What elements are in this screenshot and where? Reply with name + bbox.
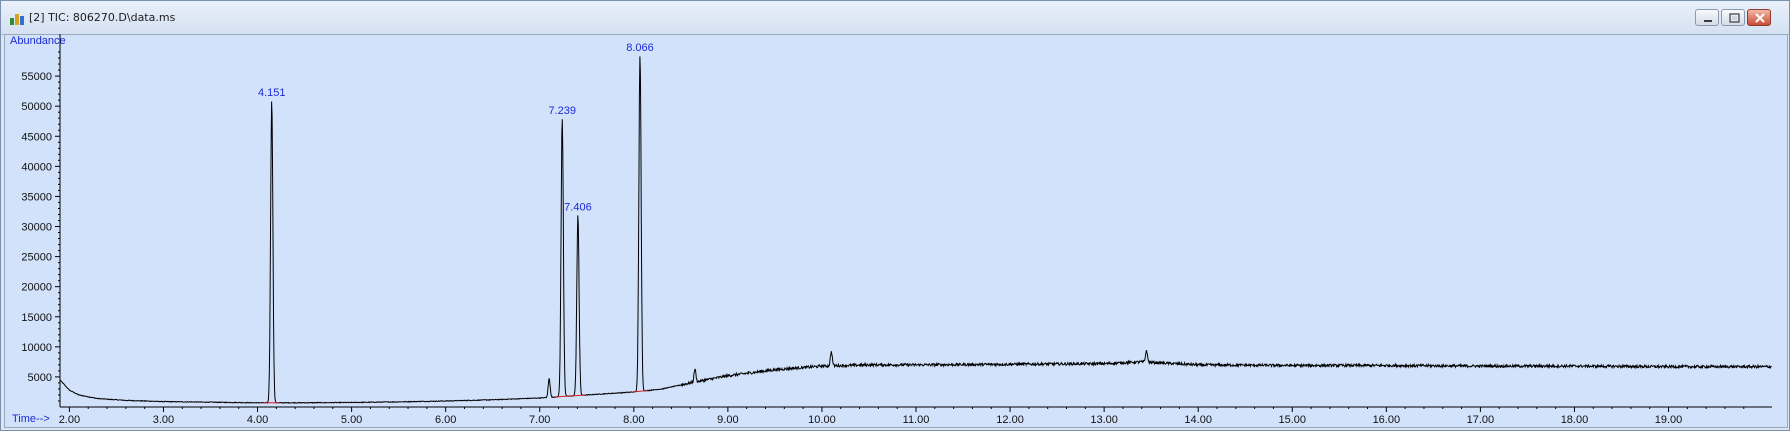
y-axis-ticks: 5000 10000 15000 20000 25000 30000 35000 40000 4… <box>21 51 60 402</box>
peak-label: 4.151 <box>258 87 286 99</box>
y-tick-label: 55000 <box>21 71 52 83</box>
y-axis-label: Abundance <box>10 35 66 47</box>
y-tick-label: 35000 <box>21 191 52 203</box>
tic-trace <box>59 56 1772 404</box>
minimize-button[interactable] <box>1695 9 1719 26</box>
peak-label: 8.066 <box>626 42 654 54</box>
y-tick-label: 15000 <box>21 312 52 324</box>
y-tick-label: 10000 <box>21 342 52 354</box>
title-bar[interactable]: [2] TIC: 806270.D\data.ms <box>1 1 1789 35</box>
x-tick-label: 12.00 <box>996 414 1024 426</box>
x-axis-ticks: 2.00 3.00 4.00 5.00 6.00 7.00 8.00 9.00 10.00 11.… <box>59 407 1745 426</box>
window-title: [2] TIC: 806270.D\data.ms <box>29 11 176 24</box>
x-tick-label: 5.00 <box>341 414 362 426</box>
y-tick-label: 25000 <box>21 252 52 264</box>
integration-baseline <box>632 389 648 393</box>
x-tick-label: 2.00 <box>59 414 80 426</box>
y-tick-label: 20000 <box>21 282 52 294</box>
minimize-icon <box>1704 20 1712 22</box>
x-tick-label: 17.00 <box>1467 414 1495 426</box>
close-icon <box>1755 13 1765 23</box>
y-tick-label: 45000 <box>21 131 52 143</box>
plot-area-frame <box>4 34 1788 428</box>
x-tick-label: 10.00 <box>808 414 836 426</box>
x-tick-label: 4.00 <box>247 414 268 426</box>
peak-labels: 4.151 7.239 7.406 8.066 <box>258 42 654 213</box>
y-tick-label: 40000 <box>21 161 52 173</box>
integration-baseline <box>554 395 570 398</box>
plot-group <box>59 56 1772 404</box>
peak-label: 7.239 <box>548 105 576 117</box>
chromatogram-app-icon <box>10 14 24 25</box>
x-tick-label: 19.00 <box>1655 414 1683 426</box>
y-tick-label: 30000 <box>21 222 52 234</box>
x-tick-label: 14.00 <box>1184 414 1212 426</box>
x-axis-label: Time--> <box>12 413 50 425</box>
y-tick-label: 50000 <box>21 101 52 113</box>
x-tick-label: 15.00 <box>1278 414 1306 426</box>
x-tick-label: 7.00 <box>529 414 550 426</box>
restore-icon <box>1729 13 1740 23</box>
x-tick-label: 3.00 <box>153 414 174 426</box>
x-tick-label: 9.00 <box>717 414 738 426</box>
tic-chart: 5000 10000 15000 20000 25000 30000 35000 40000 4… <box>10 34 1772 426</box>
x-tick-label: 8.00 <box>623 414 644 426</box>
integration-baseline <box>570 394 586 397</box>
x-tick-label: 6.00 <box>435 414 456 426</box>
y-tick-label: 5000 <box>28 372 52 384</box>
close-button[interactable] <box>1747 9 1771 26</box>
x-tick-label: 13.00 <box>1090 414 1118 426</box>
x-tick-label: 11.00 <box>903 414 930 426</box>
x-tick-label: 16.00 <box>1373 414 1401 426</box>
restore-button[interactable] <box>1721 9 1745 26</box>
peak-label: 7.406 <box>564 201 592 213</box>
x-tick-label: 18.00 <box>1561 414 1589 426</box>
